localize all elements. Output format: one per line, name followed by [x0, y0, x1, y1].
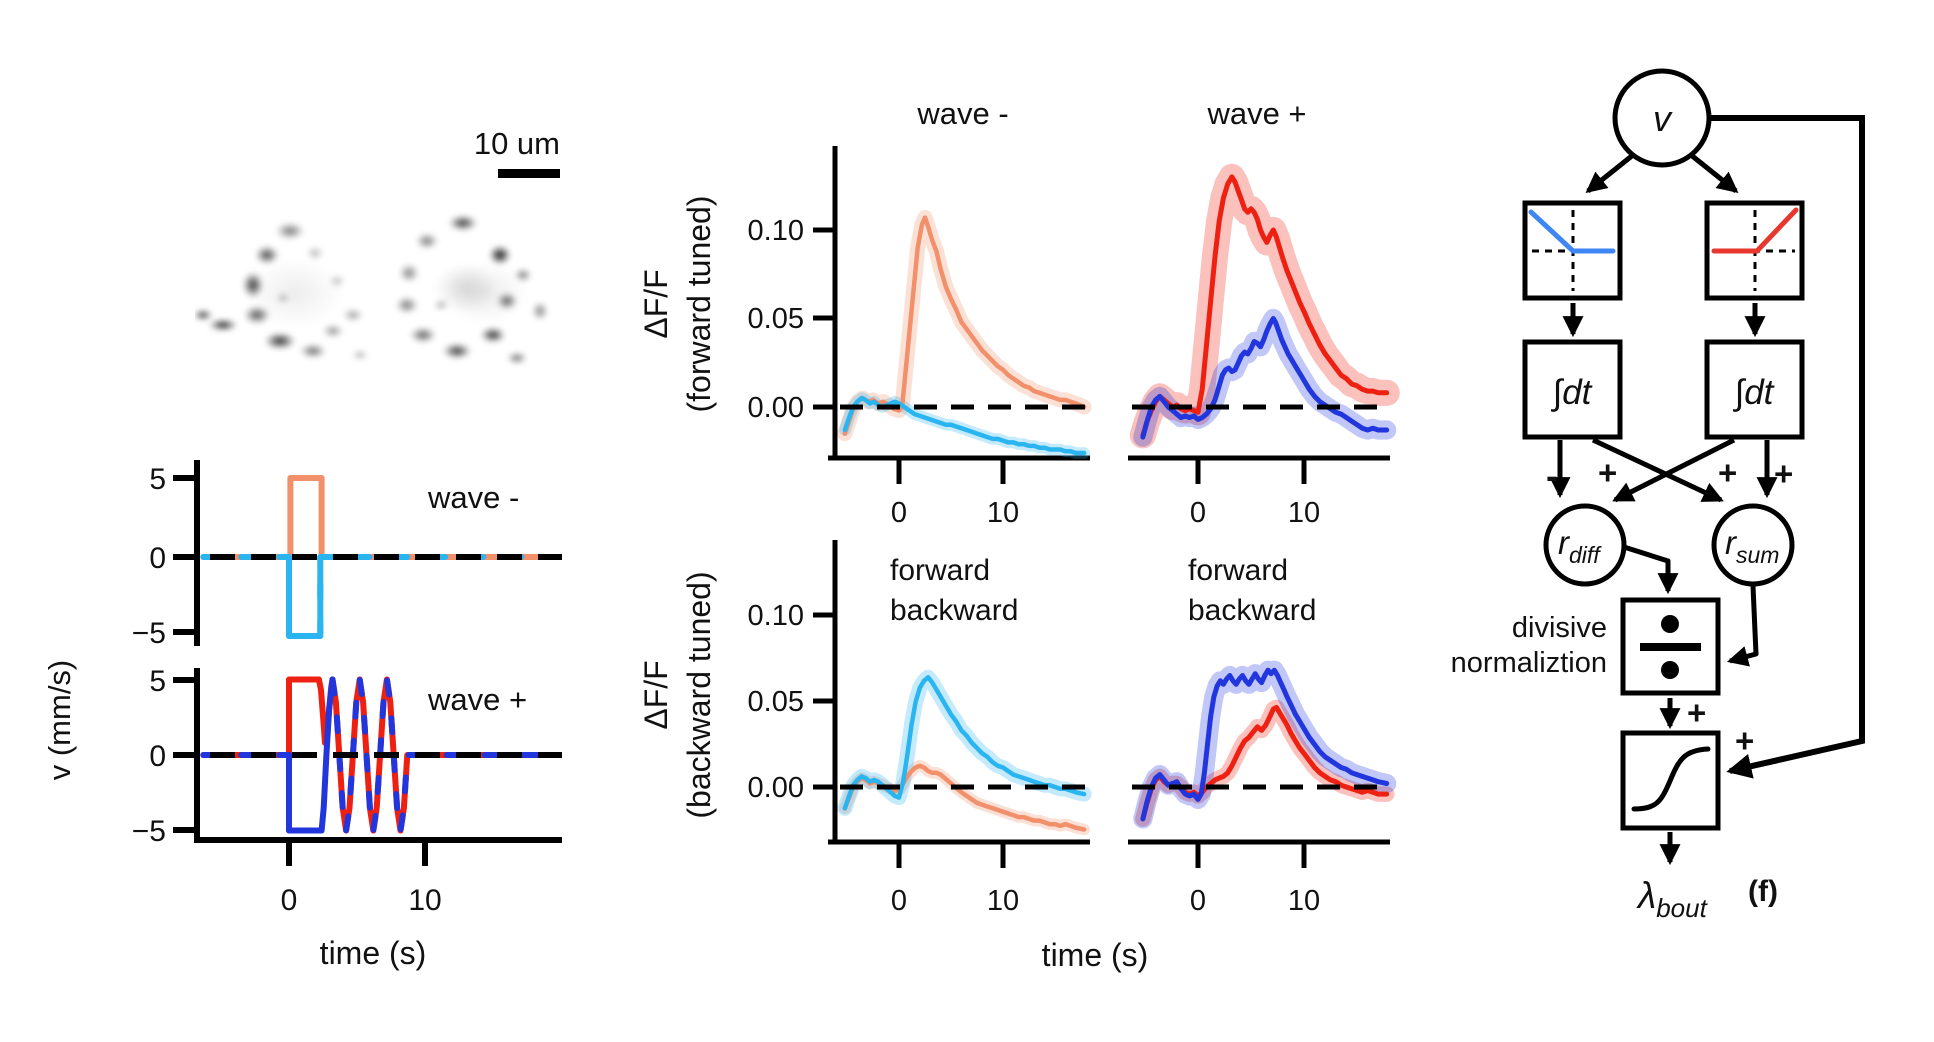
stimulus-traces-wave-plus: [200, 676, 562, 834]
backward-rectifier-curve: [1528, 209, 1616, 254]
figure-panel-letter: (f): [1748, 875, 1778, 908]
backward-integrator-label: ∫dt: [1551, 373, 1593, 412]
velocity-node: [1612, 68, 1712, 168]
division-dot-bottom: [1661, 661, 1679, 679]
r-diff-sub: diff: [1569, 542, 1602, 568]
y-tick-label: −5: [132, 815, 166, 848]
x-tick-label: 10: [1288, 497, 1320, 529]
panel-label-wave-minus: wave -: [427, 480, 519, 515]
lambda-bout-label: λbout: [1636, 875, 1709, 923]
r-diff-node: [1543, 503, 1627, 587]
x-tick-label: 10: [987, 497, 1019, 529]
feedback-connector: [1709, 115, 1865, 779]
y-tick-label: 0: [149, 740, 166, 773]
x-tick-label: 0: [281, 884, 298, 917]
forward-integrator-box: [1704, 339, 1805, 440]
traces-wave-minus-backward-tuned: [837, 669, 1092, 836]
legend-backward-light: backward: [890, 594, 1018, 627]
trace-backward-dashed: [317, 554, 562, 639]
divisive-normalization-label-1: divisive: [1512, 612, 1607, 644]
sigmoid-curve: [1631, 746, 1711, 812]
traces-wave-plus-forward-tuned: [1129, 163, 1400, 449]
r-sum-label: rsum: [1725, 524, 1779, 568]
x-tick-label: 0: [891, 885, 907, 917]
trace-backward: [842, 675, 1087, 811]
microscopy-image: [195, 193, 560, 388]
forward-integrator-label: ∫dt: [1733, 373, 1775, 412]
sign-sum-backward: +: [1718, 454, 1737, 491]
stimulus-plots: v (mm/s) 5 0 −5 wave - 5 0 −5 wave + 0 1…: [42, 460, 562, 971]
sign-sigmoid-gain: +: [1735, 722, 1754, 759]
response-plots: wave - wave + ΔF/F (forward tuned) 0.10 …: [638, 96, 1400, 973]
forward-rectifier-curve: [1711, 207, 1799, 254]
y-tick-label: 0.05: [748, 686, 804, 718]
r-diff-label: rdiff: [1558, 524, 1602, 568]
y-axis-label-forward-tuned: ΔF/F: [638, 269, 674, 338]
r-diff-base: r: [1558, 524, 1571, 561]
y-tick-label: −5: [132, 617, 166, 650]
scale-bar-label: 10 um: [473, 126, 560, 161]
legend-forward-strong: forward: [1188, 554, 1288, 587]
responses-x-axis-label: time (s): [1042, 937, 1149, 973]
arrow-backward-to-rsum: [1591, 437, 1724, 503]
lambda-base: λ: [1636, 875, 1656, 916]
traces-wave-plus-backward-tuned: [1133, 660, 1397, 829]
x-tick-label: 0: [1190, 497, 1206, 529]
sign-sum-forward: +: [1774, 455, 1793, 492]
trace-backward: [286, 554, 324, 639]
column-title-wave-minus: wave -: [916, 96, 1008, 131]
trace-backward-dashed: [200, 554, 292, 639]
scale-bar: [498, 169, 560, 178]
trace-backward-dashed: [200, 752, 292, 834]
x-tick-label: 10: [987, 885, 1019, 917]
r-sum-base: r: [1725, 524, 1738, 561]
y-axis-label-backward-tuned-2: (backward tuned): [681, 571, 717, 818]
column-title-wave-plus: wave +: [1206, 96, 1306, 131]
y-axis-label-backward-tuned: ΔF/F: [638, 660, 674, 729]
trace-backward: [1140, 667, 1390, 822]
model-diagram: v ∫dt ∫dt - + + + rdiff rsum divisive no…: [1451, 68, 1865, 923]
arrow-rsum-to-division: [1726, 585, 1759, 667]
legend-backward-strong: backward: [1188, 594, 1316, 627]
velocity-node-label: v: [1653, 98, 1673, 139]
neuron-clusters: [195, 193, 560, 388]
trace-backward-dashed: [329, 676, 562, 834]
y-tick-label: 5: [149, 463, 166, 496]
sign-diff-forward: +: [1598, 454, 1617, 491]
trace-forward: [842, 215, 1087, 436]
y-tick-label: 0.10: [748, 600, 804, 632]
panel-label-wave-plus: wave +: [427, 682, 527, 717]
x-tick-label: 0: [891, 497, 907, 529]
legend-forward-light: forward: [890, 554, 990, 587]
lambda-sub: bout: [1656, 893, 1708, 923]
sign-diff-backward: -: [1546, 455, 1558, 496]
r-sum-node: [1711, 503, 1795, 587]
band-forward: [1129, 163, 1400, 449]
arrow-v-to-forward-rectifier: [1689, 153, 1739, 193]
band-backward: [1133, 660, 1397, 829]
sign-sigmoid-input: +: [1687, 694, 1706, 731]
y-tick-label: 0.10: [748, 215, 804, 247]
division-dot-top: [1661, 615, 1679, 633]
y-tick-label: 0.05: [748, 303, 804, 335]
arrow-rdiff-to-division: [1623, 544, 1679, 595]
x-tick-label: 10: [1288, 885, 1320, 917]
stimulus-x-axis-label: time (s): [320, 935, 427, 971]
divisive-normalization-label-2: normaliztion: [1451, 647, 1607, 679]
x-tick-label: 10: [408, 884, 441, 917]
arrow-forward-to-rdiff: [1612, 437, 1736, 503]
y-axis-label-forward-tuned-2: (forward tuned): [681, 196, 717, 413]
y-tick-label: 5: [149, 665, 166, 698]
traces-wave-minus-forward-tuned: [837, 210, 1092, 459]
trace-forward: [1140, 174, 1390, 438]
y-tick-label: 0: [149, 542, 166, 575]
r-sum-sub: sum: [1736, 542, 1779, 568]
y-tick-label: 0.00: [748, 772, 804, 804]
y-tick-label: 0.00: [748, 392, 804, 424]
stimulus-y-axis-label: v (mm/s): [42, 660, 77, 781]
arrow-v-to-backward-rectifier: [1585, 153, 1635, 193]
x-tick-label: 0: [1190, 885, 1206, 917]
backward-integrator-box: [1522, 339, 1623, 440]
